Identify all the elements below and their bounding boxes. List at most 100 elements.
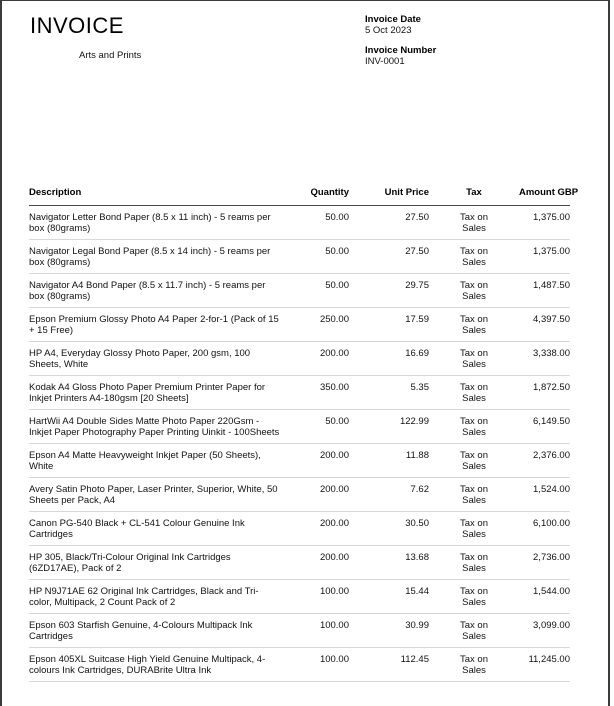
table-row: HP N9J71AE 62 Original Ink Cartridges, B… bbox=[29, 579, 570, 614]
item-tax: Tax on Sales bbox=[429, 239, 519, 274]
item-unit-price: 27.50 bbox=[349, 239, 429, 274]
item-tax: Tax on Sales bbox=[429, 375, 519, 410]
item-description: HartWii A4 Double Sides Matte Photo Pape… bbox=[29, 409, 287, 444]
header-tax: Tax bbox=[429, 184, 519, 206]
header-amount-gbp: Amount GBP bbox=[519, 184, 578, 206]
item-description: Navigator A4 Bond Paper (8.5 x 11.7 inch… bbox=[29, 273, 287, 308]
item-description: Avery Satin Photo Paper, Laser Printer, … bbox=[29, 477, 287, 512]
item-tax: Tax on Sales bbox=[429, 613, 519, 648]
invoice-date-value: 5 Oct 2023 bbox=[365, 25, 412, 36]
table-row: HP 305, Black/Tri-Colour Original Ink Ca… bbox=[29, 545, 570, 580]
item-description: Navigator Legal Bond Paper (8.5 x 14 inc… bbox=[29, 239, 287, 274]
item-amount: 2,376.00 bbox=[519, 443, 570, 478]
item-unit-price: 13.68 bbox=[349, 545, 429, 580]
item-tax: Tax on Sales bbox=[429, 307, 519, 342]
item-quantity: 50.00 bbox=[287, 239, 349, 274]
item-unit-price: 7.62 bbox=[349, 477, 429, 512]
table-row: Epson A4 Matte Heavyweight Inkjet Paper … bbox=[29, 443, 570, 478]
item-unit-price: 15.44 bbox=[349, 579, 429, 614]
item-unit-price: 30.50 bbox=[349, 511, 429, 546]
item-tax: Tax on Sales bbox=[429, 409, 519, 444]
invoice-number-group: Invoice Number INV-0001 bbox=[365, 45, 436, 67]
item-description: Navigator Letter Bond Paper (8.5 x 11 in… bbox=[29, 205, 287, 240]
item-amount: 6,149.50 bbox=[519, 409, 570, 444]
item-tax: Tax on Sales bbox=[429, 205, 519, 240]
item-amount: 1,872.50 bbox=[519, 375, 570, 410]
item-unit-price: 122.99 bbox=[349, 409, 429, 444]
header-quantity: Quantity bbox=[287, 184, 349, 206]
table-row: Avery Satin Photo Paper, Laser Printer, … bbox=[29, 477, 570, 512]
item-description: Epson A4 Matte Heavyweight Inkjet Paper … bbox=[29, 443, 287, 478]
item-unit-price: 17.59 bbox=[349, 307, 429, 342]
item-description: Epson Premium Glossy Photo A4 Paper 2-fo… bbox=[29, 307, 287, 342]
item-amount: 2,736.00 bbox=[519, 545, 570, 580]
item-quantity: 350.00 bbox=[287, 375, 349, 410]
item-tax: Tax on Sales bbox=[429, 443, 519, 478]
item-tax: Tax on Sales bbox=[429, 647, 519, 682]
table-row: Canon PG-540 Black + CL-541 Colour Genui… bbox=[29, 511, 570, 546]
table-row: HartWii A4 Double Sides Matte Photo Pape… bbox=[29, 409, 570, 444]
item-unit-price: 29.75 bbox=[349, 273, 429, 308]
invoice-number-value: INV-0001 bbox=[365, 56, 405, 67]
item-tax: Tax on Sales bbox=[429, 273, 519, 308]
item-tax: Tax on Sales bbox=[429, 579, 519, 614]
item-quantity: 100.00 bbox=[287, 647, 349, 682]
table-row: Epson Premium Glossy Photo A4 Paper 2-fo… bbox=[29, 307, 570, 342]
item-quantity: 50.00 bbox=[287, 409, 349, 444]
company-name: Arts and Prints bbox=[79, 50, 142, 61]
line-items-body: Navigator Letter Bond Paper (8.5 x 11 in… bbox=[29, 205, 570, 682]
item-description: Epson 603 Starfish Genuine, 4-Colours Mu… bbox=[29, 613, 287, 648]
item-amount: 1,487.50 bbox=[519, 273, 570, 308]
item-tax: Tax on Sales bbox=[429, 341, 519, 376]
table-row: Epson 405XL Suitcase High Yield Genuine … bbox=[29, 647, 570, 682]
item-description: Epson 405XL Suitcase High Yield Genuine … bbox=[29, 647, 287, 682]
item-amount: 1,524.00 bbox=[519, 477, 570, 512]
item-unit-price: 27.50 bbox=[349, 205, 429, 240]
item-amount: 1,544.00 bbox=[519, 579, 570, 614]
item-description: HP 305, Black/Tri-Colour Original Ink Ca… bbox=[29, 545, 287, 580]
line-items-table: Description Quantity Unit Price Tax Amou… bbox=[29, 184, 578, 682]
item-unit-price: 30.99 bbox=[349, 613, 429, 648]
table-header-row: Description Quantity Unit Price Tax Amou… bbox=[29, 184, 578, 206]
item-quantity: 200.00 bbox=[287, 477, 349, 512]
item-quantity: 250.00 bbox=[287, 307, 349, 342]
item-amount: 11,245.00 bbox=[519, 647, 570, 682]
table-row: Navigator A4 Bond Paper (8.5 x 11.7 inch… bbox=[29, 273, 570, 308]
item-unit-price: 112.45 bbox=[349, 647, 429, 682]
item-description: Canon PG-540 Black + CL-541 Colour Genui… bbox=[29, 511, 287, 546]
item-description: HP N9J71AE 62 Original Ink Cartridges, B… bbox=[29, 579, 287, 614]
invoice-meta: Invoice Date 5 Oct 2023 Invoice Number I… bbox=[365, 14, 436, 76]
item-quantity: 100.00 bbox=[287, 579, 349, 614]
item-quantity: 100.00 bbox=[287, 613, 349, 648]
table-row: Navigator Letter Bond Paper (8.5 x 11 in… bbox=[29, 205, 570, 240]
item-quantity: 200.00 bbox=[287, 341, 349, 376]
item-amount: 6,100.00 bbox=[519, 511, 570, 546]
table-row: Kodak A4 Gloss Photo Paper Premium Print… bbox=[29, 375, 570, 410]
table-row: HP A4, Everyday Glossy Photo Paper, 200 … bbox=[29, 341, 570, 376]
item-amount: 3,099.00 bbox=[519, 613, 570, 648]
item-unit-price: 16.69 bbox=[349, 341, 429, 376]
item-quantity: 200.00 bbox=[287, 511, 349, 546]
invoice-number-label: Invoice Number bbox=[365, 45, 437, 56]
item-unit-price: 5.35 bbox=[349, 375, 429, 410]
table-row: Navigator Legal Bond Paper (8.5 x 14 inc… bbox=[29, 239, 570, 274]
header-unit-price: Unit Price bbox=[349, 184, 429, 206]
item-tax: Tax on Sales bbox=[429, 477, 519, 512]
invoice-date-group: Invoice Date 5 Oct 2023 bbox=[365, 14, 436, 36]
page-title: INVOICE bbox=[30, 13, 124, 38]
item-quantity: 50.00 bbox=[287, 205, 349, 240]
item-quantity: 50.00 bbox=[287, 273, 349, 308]
invoice-date-label: Invoice Date bbox=[365, 14, 421, 25]
item-tax: Tax on Sales bbox=[429, 511, 519, 546]
item-amount: 4,397.50 bbox=[519, 307, 570, 342]
item-quantity: 200.00 bbox=[287, 545, 349, 580]
item-amount: 1,375.00 bbox=[519, 239, 570, 274]
item-tax: Tax on Sales bbox=[429, 545, 519, 580]
table-row: Epson 603 Starfish Genuine, 4-Colours Mu… bbox=[29, 613, 570, 648]
item-description: Kodak A4 Gloss Photo Paper Premium Print… bbox=[29, 375, 287, 410]
item-unit-price: 11.88 bbox=[349, 443, 429, 478]
header-description: Description bbox=[29, 184, 287, 206]
item-quantity: 200.00 bbox=[287, 443, 349, 478]
item-description: HP A4, Everyday Glossy Photo Paper, 200 … bbox=[29, 341, 287, 376]
